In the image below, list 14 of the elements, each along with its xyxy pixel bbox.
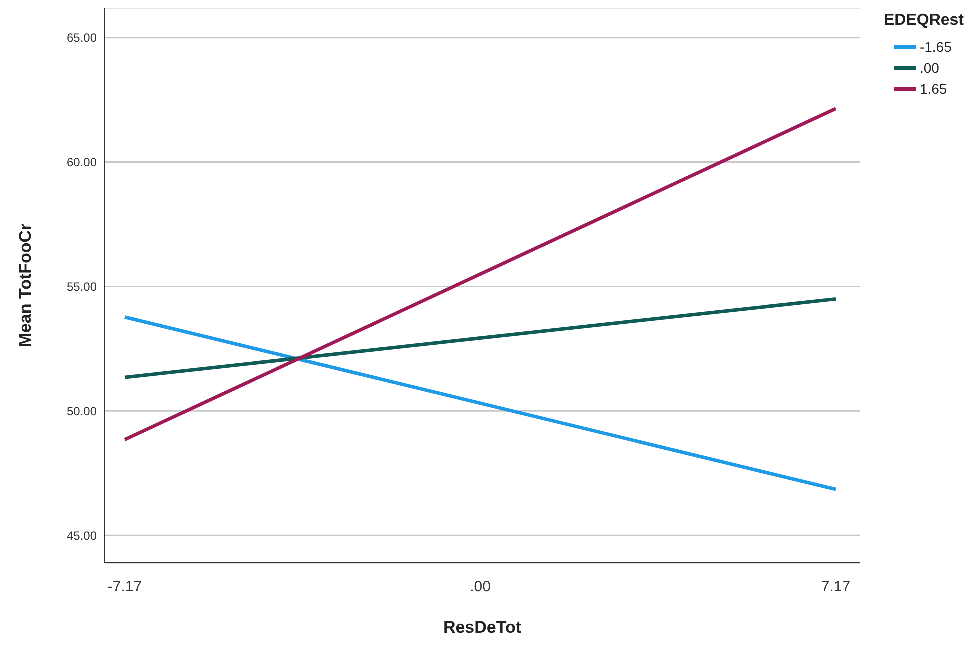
y-tick-label: 45.00 <box>66 528 98 543</box>
legend-label: 1.65 <box>920 80 948 96</box>
y-tick-label: 55.00 <box>66 280 98 294</box>
y-axis-title: Mean TotFooCr <box>16 223 36 348</box>
legend-label: .00 <box>920 60 940 76</box>
x-tick-label: .00 <box>470 578 491 596</box>
legend-label: -1.65 <box>920 38 952 54</box>
x-tick-label: 7.17 <box>821 578 851 596</box>
y-tick-label: 60.00 <box>66 156 98 170</box>
y-tick-label: 50.00 <box>66 404 98 418</box>
legend-title: EDEQRest <box>884 12 964 30</box>
x-tick-label: -7.17 <box>108 578 142 596</box>
y-tick-label: 65.00 <box>66 31 98 46</box>
x-axis-title: ResDeTot <box>443 618 522 637</box>
